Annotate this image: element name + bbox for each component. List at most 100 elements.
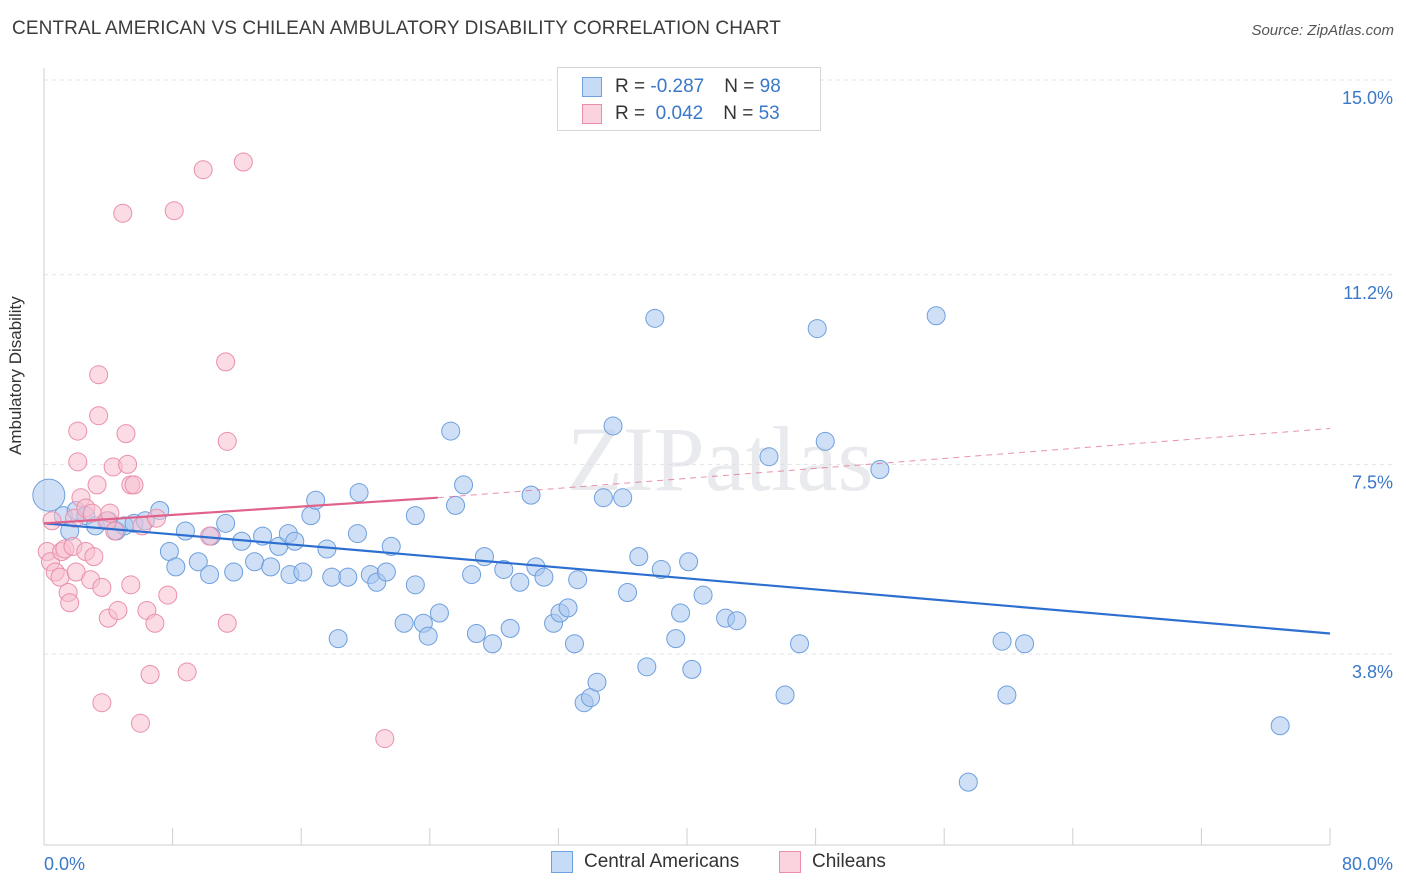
chart-title: CENTRAL AMERICAN VS CHILEAN AMBULATORY D… (12, 18, 782, 39)
chilean-point (100, 503, 120, 523)
central-american-point (166, 557, 186, 577)
legend-n-label: N = (723, 103, 759, 124)
legend-n-value: 53 (758, 103, 780, 124)
chilean-point (89, 365, 109, 385)
central-american-point (727, 611, 747, 631)
chilean-point (217, 613, 237, 633)
chilean-point (130, 713, 150, 733)
chilean-point (92, 693, 112, 713)
central-american-point (224, 562, 244, 582)
bottom-legend-swatch-central-americans (551, 851, 573, 873)
source-label: Source: ZipAtlas.com (1251, 22, 1394, 39)
central-american-point (338, 567, 358, 587)
central-american-point (462, 565, 482, 585)
bottom-legend-chileans: Chileans (779, 851, 886, 873)
central-american-point (593, 488, 613, 508)
central-american-point (629, 547, 649, 567)
central-american-point (394, 613, 414, 633)
central-american-point (603, 416, 623, 436)
chilean-point (89, 406, 109, 426)
central-american-point (521, 485, 541, 505)
legend-n-value: 98 (759, 76, 781, 97)
chilean-point (145, 613, 165, 633)
central-american-point (216, 513, 236, 533)
central-american-point (1270, 716, 1290, 736)
central-american-point (245, 552, 265, 572)
chilean-point (118, 454, 138, 474)
central-americans-trendline (43, 522, 1331, 635)
legend-swatch-chileans (582, 104, 602, 124)
central-american-point (175, 521, 195, 541)
chilean-point (193, 160, 213, 180)
chilean-point (113, 203, 133, 223)
central-american-point (613, 488, 633, 508)
central-american-point (645, 308, 665, 328)
chileans-trendline (43, 496, 438, 525)
central-american-point (568, 570, 588, 590)
correlation-legend: R = -0.287 N = 98 R = 0.042 N = 53 (557, 67, 821, 131)
central-american-point (775, 685, 795, 705)
chilean-point (87, 475, 107, 495)
legend-r-value: -0.287 (650, 76, 705, 97)
grid-lines (44, 79, 1392, 655)
central-american-point (349, 483, 369, 503)
central-american-point (679, 552, 699, 572)
chilean-point (216, 352, 236, 372)
central-american-point (405, 506, 425, 526)
central-american-point (671, 603, 691, 623)
central-american-point (1015, 634, 1035, 654)
chilean-point (108, 600, 128, 620)
legend-r-label: R = (615, 103, 651, 124)
central-american-point (958, 772, 978, 792)
chilean-point (158, 585, 178, 605)
central-american-point (454, 475, 474, 495)
chilean-point (164, 201, 184, 221)
central-american-point (759, 447, 779, 467)
bottom-legend-label: Chileans (812, 851, 886, 872)
central-american-point (418, 626, 438, 646)
axes (43, 68, 1331, 846)
y-tick-label: 7.5% (1352, 472, 1393, 492)
central-american-point (870, 460, 890, 479)
chilean-point (84, 547, 104, 567)
central-american-point (637, 657, 657, 677)
chilean-point (68, 452, 88, 472)
central-american-point (997, 685, 1017, 705)
central-american-point (322, 567, 342, 587)
central-american-point (534, 567, 554, 587)
bottom-legend-swatch-chileans (779, 851, 801, 873)
legend-r-value: 0.042 (650, 103, 704, 124)
y-tick-label: 11.2% (1343, 283, 1393, 303)
central-american-point (32, 478, 66, 512)
central-american-point (466, 624, 486, 643)
chilean-point (147, 508, 167, 528)
chilean-point (42, 511, 62, 531)
chilean-point (121, 575, 141, 595)
chilean-point (68, 421, 88, 441)
central-american-point (293, 562, 313, 582)
chilean-point (217, 431, 237, 451)
bottom-legend-central-americans: Central Americans (551, 851, 739, 873)
central-american-point (587, 672, 607, 692)
chilean-point (92, 577, 112, 597)
central-american-point (693, 585, 713, 605)
legend-swatch-central-americans (582, 77, 602, 97)
x-tick-label: 0.0% (44, 854, 85, 874)
chilean-point (124, 475, 144, 495)
central-american-point (926, 306, 946, 326)
central-american-point (666, 629, 686, 649)
central-americans-points (32, 306, 1290, 792)
central-american-point (564, 634, 584, 654)
central-american-point (347, 524, 367, 544)
central-american-point (328, 629, 348, 649)
central-american-point (188, 552, 208, 572)
legend-r-label: R = (615, 76, 651, 97)
chilean-point (233, 152, 253, 172)
central-american-point (494, 559, 514, 579)
central-american-point (200, 565, 220, 585)
y-tick-label: 3.8% (1352, 662, 1393, 682)
central-american-point (405, 575, 425, 595)
central-american-point (429, 603, 449, 623)
central-american-point (376, 562, 396, 582)
central-american-point (381, 536, 401, 556)
